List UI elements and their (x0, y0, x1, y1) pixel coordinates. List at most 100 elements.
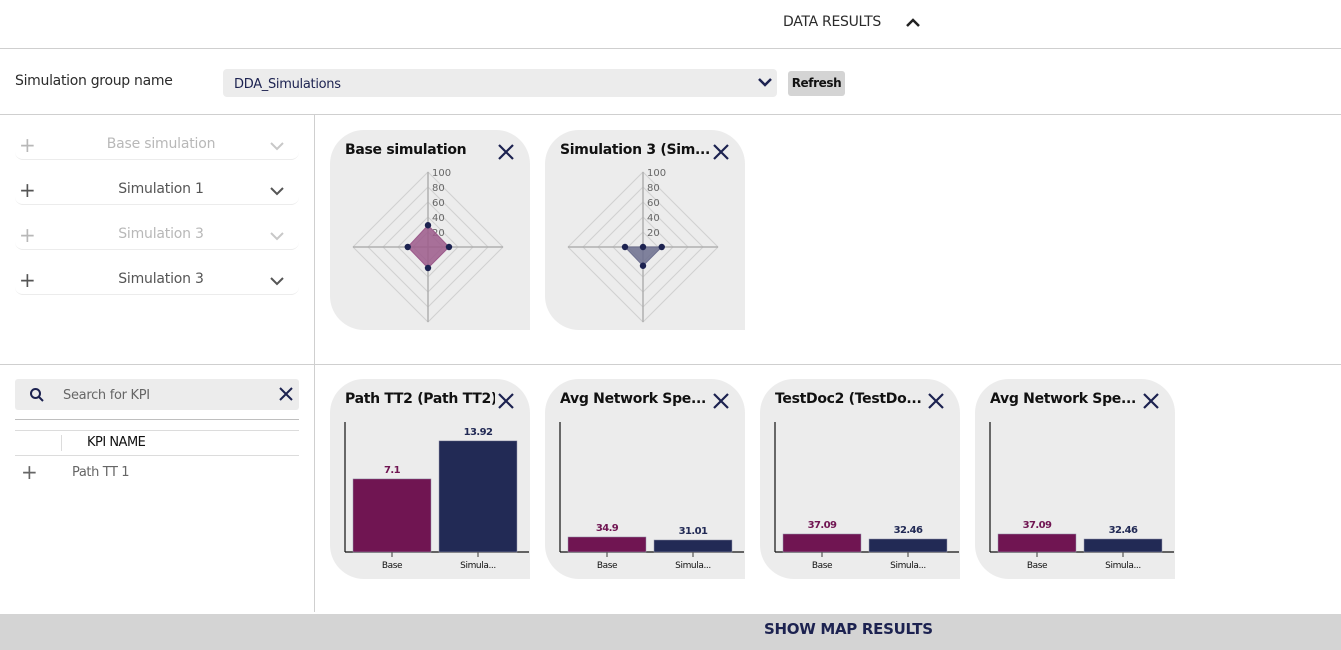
radar-chart-card: Simulation 3 (Sim... 20 40 60 80 100 (545, 130, 745, 330)
bar-chart-card: Avg Network Spe... 37.09 Base 32.46 Simula.… (975, 379, 1175, 579)
chevron-down-icon[interactable] (269, 186, 285, 196)
x-tick-label: Base (812, 561, 833, 571)
plus-icon[interactable]: + (19, 268, 36, 292)
simulation-item-label: Simulation 1 (118, 181, 204, 197)
plus-icon[interactable]: + (19, 133, 36, 157)
radar-point (404, 243, 411, 251)
bar-plot: 7.1 Base 13.92 Simula... (344, 422, 529, 571)
kpi-row[interactable]: + Path TT 1 (15, 460, 299, 486)
simulation-item[interactable]: + Base simulation (15, 130, 299, 160)
radar-tick-label: 60 (432, 198, 445, 209)
bar (868, 538, 948, 553)
radar-plot: 20 40 60 80 100 (567, 168, 719, 323)
chart-title: TestDoc2 (TestDo... (775, 391, 922, 407)
chevron-down-icon (758, 78, 772, 87)
bar-plot: 37.09 Base 32.46 Simula... (774, 422, 959, 571)
radar-point (639, 262, 647, 269)
simulation-item[interactable]: + Simulation 3 (15, 220, 299, 250)
simulation-item-label: Simulation 3 (118, 226, 204, 242)
bar-plot: 34.9 Base 31.01 Simula... (559, 422, 744, 571)
radar-point (445, 243, 453, 251)
chart-title: Avg Network Spe... (990, 391, 1137, 407)
radar-tick-label: 80 (432, 183, 445, 194)
bar (567, 536, 647, 553)
bar-value-label: 32.46 (894, 525, 923, 536)
radar-tick-label: 40 (432, 213, 445, 224)
bar-value-label: 31.01 (679, 526, 708, 537)
show-map-results-label: SHOW MAP RESULTS (764, 620, 933, 638)
x-tick-label: Simula... (460, 561, 496, 571)
close-icon[interactable] (497, 392, 515, 410)
chevron-up-icon[interactable] (905, 16, 921, 28)
bar (1083, 538, 1163, 553)
bar (352, 478, 432, 553)
x-tick-label: Simula... (1105, 561, 1141, 571)
x-tick-label: Base (1027, 561, 1048, 571)
chevron-down-icon[interactable] (269, 141, 285, 151)
plus-icon[interactable]: + (19, 223, 36, 247)
plus-icon[interactable]: + (21, 460, 38, 484)
kpi-search-input[interactable] (63, 383, 263, 407)
close-icon[interactable] (1142, 392, 1160, 410)
divider (0, 364, 1341, 365)
bar (653, 539, 733, 553)
data-results-title: DATA RESULTS (783, 14, 881, 30)
show-map-results-button[interactable]: SHOW MAP RESULTS (0, 614, 1341, 650)
radar-plot: 20 40 60 80 100 (352, 168, 504, 323)
radar-point (621, 243, 629, 251)
x-tick-label: Base (597, 561, 618, 571)
bar-chart-card: TestDoc2 (TestDo... 37.09 Base 32.46 Simula… (760, 379, 960, 579)
x-tick-label: Simula... (675, 561, 711, 571)
radar-point (424, 222, 432, 229)
simulation-item-label: Base simulation (106, 136, 216, 152)
bar (997, 533, 1077, 553)
radar-point (658, 243, 665, 251)
bar (782, 533, 862, 553)
data-results-header[interactable]: DATA RESULTS (0, 0, 1341, 49)
bar-value-label: 34.9 (596, 523, 619, 534)
bar-value-label: 37.09 (1023, 520, 1052, 531)
bar-value-label: 13.92 (464, 427, 493, 438)
x-tick-label: Simula... (890, 561, 926, 571)
radar-tick-label: 40 (647, 213, 660, 224)
bar-chart-card: Path TT2 (Path TT2) 7.1 Base 13.92 Simula..… (330, 379, 530, 579)
close-icon[interactable] (712, 143, 730, 161)
simulation-item[interactable]: + Simulation 1 (15, 175, 299, 205)
bar-plot: 37.09 Base 32.46 Simula... (989, 422, 1174, 571)
close-icon[interactable] (497, 143, 515, 161)
column-separator (61, 435, 62, 451)
simulation-group-value: DDA_Simulations (234, 77, 341, 92)
kpi-search-box (15, 379, 299, 410)
radar-tick-label: 60 (647, 198, 660, 209)
bar-chart-card: Avg Network Spe... 34.9 Base 31.01 Simula..… (545, 379, 745, 579)
radar-point (424, 264, 432, 272)
simulation-group-label: Simulation group name (15, 73, 173, 89)
chevron-down-icon[interactable] (269, 276, 285, 286)
chart-title: Path TT2 (Path TT2) (345, 391, 495, 407)
chart-title: Base simulation (345, 142, 467, 158)
x-tick-label: Base (382, 561, 403, 571)
close-icon[interactable] (927, 392, 945, 410)
bar-value-label: 32.46 (1109, 525, 1138, 536)
radar-tick-label: 80 (647, 183, 660, 194)
chart-title: Avg Network Spe... (560, 391, 707, 407)
plus-icon[interactable]: + (19, 178, 36, 202)
kpi-name-column-header[interactable]: KPI NAME (87, 435, 146, 450)
simulation-group-select[interactable]: DDA_Simulations (223, 69, 777, 97)
vertical-divider (314, 115, 315, 612)
chart-title: Simulation 3 (Sim... (560, 142, 710, 158)
simulation-item-label: Simulation 3 (118, 271, 204, 287)
divider (15, 419, 299, 420)
radar-tick-label: 100 (432, 168, 451, 179)
close-icon[interactable] (278, 386, 294, 402)
radar-point (639, 243, 647, 251)
radar-tick-label: 100 (647, 168, 666, 179)
simulation-item[interactable]: + Simulation 3 (15, 265, 299, 295)
close-icon[interactable] (712, 392, 730, 410)
radar-chart-card: Base simulation 20 40 60 80 100 (330, 130, 530, 330)
kpi-row-label: Path TT 1 (72, 465, 130, 480)
chevron-down-icon[interactable] (269, 231, 285, 241)
bar-value-label: 7.1 (384, 465, 401, 476)
search-icon (30, 388, 44, 402)
refresh-button[interactable]: Refresh (788, 71, 845, 96)
